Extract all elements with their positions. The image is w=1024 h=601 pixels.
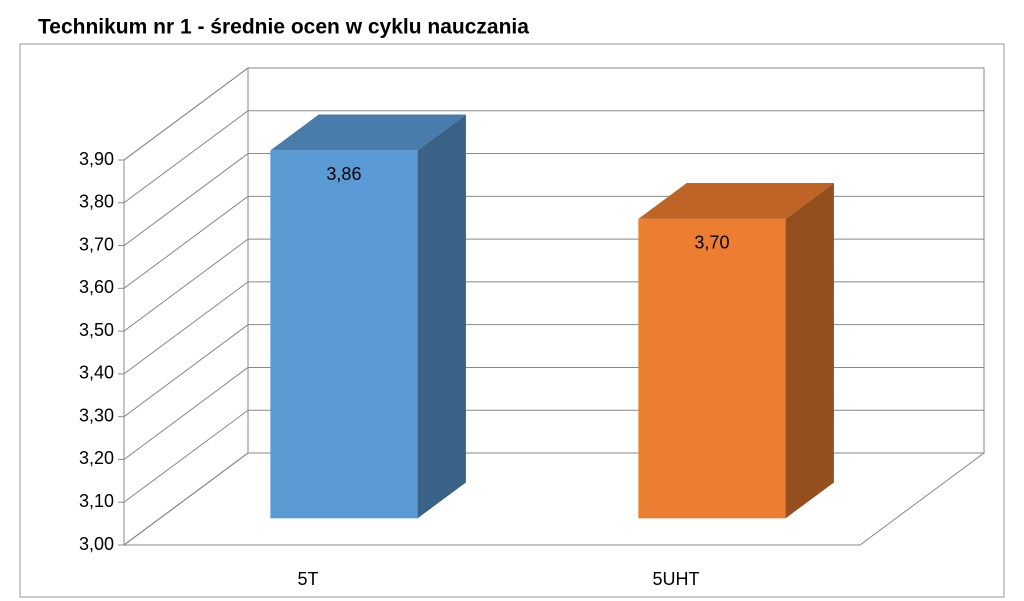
grid-line [123, 153, 249, 246]
bar-top [270, 114, 466, 151]
y-tick-label: 3,00 [79, 534, 114, 554]
y-tick-label: 3,30 [79, 405, 114, 425]
grid-line [123, 409, 249, 503]
grid-line [123, 452, 249, 546]
y-tick-label: 3,90 [79, 149, 114, 169]
y-tick-label: 3,40 [79, 363, 114, 383]
y-tick-label: 3,70 [79, 234, 114, 254]
data-label: 3,70 [694, 233, 729, 253]
x-tick-label: 5UHT [652, 569, 699, 589]
y-tick-label: 3,20 [79, 448, 114, 468]
chart-title: Technikum nr 1 - średnie ocen w cyklu na… [38, 16, 529, 39]
grid-line [123, 110, 249, 204]
y-tick-label: 3,10 [79, 491, 114, 511]
grid-line [123, 195, 249, 289]
side-wall [123, 67, 249, 546]
grid-line [123, 67, 249, 161]
y-tick-label: 3,80 [79, 192, 114, 212]
data-label: 3,86 [326, 164, 361, 184]
x-tick-label: 5T [297, 569, 318, 589]
y-tick-label: 3,50 [79, 320, 114, 340]
floor [122, 452, 986, 546]
grid-line [123, 367, 249, 460]
bar-top [638, 182, 834, 219]
y-tick-label: 3,60 [79, 277, 114, 297]
bar-side [785, 182, 834, 519]
grid-line [123, 238, 249, 332]
bar [638, 218, 786, 519]
bar-side [417, 114, 466, 519]
grid-line [123, 324, 249, 418]
bar [270, 150, 418, 519]
chart-border [19, 43, 1005, 598]
grid-line [123, 281, 249, 375]
